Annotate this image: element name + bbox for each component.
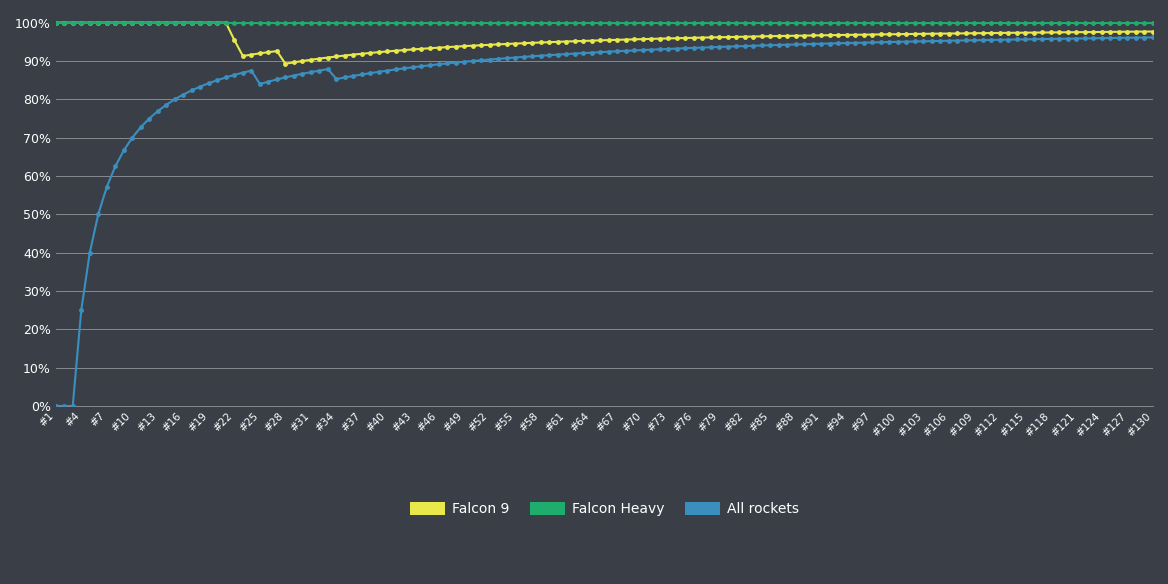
Falcon 9 xyxy=(865,31,880,38)
Falcon Heavy xyxy=(644,19,658,26)
Falcon 9 xyxy=(1146,28,1160,35)
All rockets xyxy=(832,40,846,47)
Line: Falcon 9: Falcon 9 xyxy=(54,20,1155,66)
Line: All rockets: All rockets xyxy=(54,35,1155,408)
Falcon Heavy xyxy=(976,19,990,26)
All rockets xyxy=(49,402,63,409)
Falcon Heavy xyxy=(832,19,846,26)
All rockets xyxy=(99,183,113,190)
Falcon 9 xyxy=(917,30,931,37)
Falcon 9 xyxy=(278,60,292,67)
All rockets xyxy=(976,37,990,44)
Falcon Heavy xyxy=(1052,19,1066,26)
All rockets xyxy=(1052,35,1066,42)
Falcon 9 xyxy=(780,32,794,39)
Falcon 9 xyxy=(49,19,63,26)
All rockets xyxy=(1146,34,1160,41)
All rockets xyxy=(1010,36,1024,43)
Falcon Heavy xyxy=(49,19,63,26)
Line: Falcon Heavy: Falcon Heavy xyxy=(54,20,1155,25)
Falcon Heavy xyxy=(99,19,113,26)
All rockets xyxy=(644,46,658,53)
Falcon Heavy xyxy=(1010,19,1024,26)
Falcon 9 xyxy=(526,39,540,46)
Legend: Falcon 9, Falcon Heavy, All rockets: Falcon 9, Falcon Heavy, All rockets xyxy=(410,502,799,516)
Falcon 9 xyxy=(627,36,641,43)
Falcon Heavy xyxy=(1146,19,1160,26)
Falcon 9 xyxy=(355,50,369,57)
